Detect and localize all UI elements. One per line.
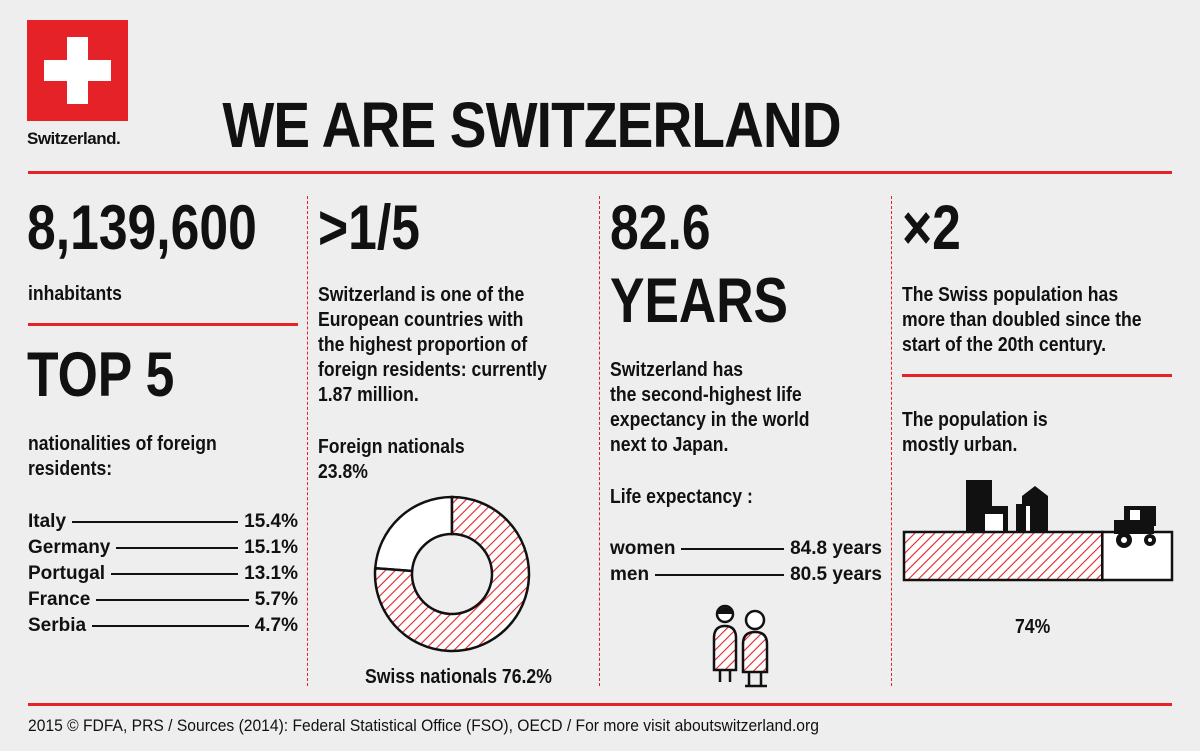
- nationality-name: Serbia: [28, 615, 87, 636]
- leader-line: [96, 599, 249, 601]
- leader-line: [92, 625, 249, 627]
- top5-caption-line: nationalities of foreign: [28, 433, 217, 455]
- swiss-nationals-label: Swiss nationals 76.2%: [365, 666, 552, 688]
- nationality-row: Germany 15.1%: [28, 535, 298, 561]
- foreign-ratio-number: >1/5: [318, 193, 420, 263]
- column-divider: [307, 196, 308, 686]
- donut-slice-foreign: [373, 495, 454, 573]
- urban-text-line: The population is: [902, 409, 1048, 431]
- logo-text: Switzerland.: [27, 129, 121, 148]
- life-row-value: 80.5 years: [790, 564, 882, 585]
- leader-line: [116, 547, 239, 549]
- column-divider: [891, 196, 892, 686]
- foreign-text-line: foreign residents: currently: [318, 359, 547, 381]
- life-expectancy-number: 82.6: [610, 193, 711, 263]
- leader-line: [72, 521, 239, 523]
- tractor-icon: [1114, 506, 1156, 548]
- population-doubled-number: ×2: [902, 193, 961, 263]
- nationality-value: 15.1%: [244, 537, 298, 558]
- footer-credits: 2015 © FDFA, PRS / Sources (2014): Feder…: [28, 716, 819, 735]
- life-text-line: the second-highest life: [610, 384, 802, 406]
- nationals-donut-chart: [373, 495, 531, 653]
- life-text-line: Switzerland has: [610, 359, 744, 381]
- population-text-line: The Swiss population has: [902, 284, 1119, 306]
- top5-heading: TOP 5: [27, 340, 175, 410]
- column-divider-horizontal: [902, 374, 1172, 377]
- footer-divider: [28, 703, 1172, 706]
- couple-icon: [712, 604, 769, 688]
- nationality-name: Italy: [28, 511, 67, 532]
- life-row-name: men: [610, 564, 650, 585]
- urban-rural-bar: [902, 480, 1174, 582]
- foreign-nationals-label: Foreign nationals: [318, 436, 465, 458]
- nationality-row: Italy 15.4%: [28, 509, 298, 535]
- nationality-name: Germany: [28, 537, 111, 558]
- column-divider-horizontal: [28, 323, 298, 326]
- nationality-row: Serbia 4.7%: [28, 613, 298, 639]
- donut-slice-swiss: [373, 495, 531, 653]
- life-row-name: women: [610, 538, 676, 559]
- foreign-text-line: European countries with: [318, 309, 524, 331]
- population-text-line: start of the 20th century.: [902, 334, 1107, 356]
- life-row-value: 84.8 years: [790, 538, 882, 559]
- population-text-line: more than doubled since the: [902, 309, 1142, 331]
- nationality-row: France 5.7%: [28, 587, 298, 613]
- leader-line: [681, 548, 785, 550]
- nationality-value: 15.4%: [244, 511, 298, 532]
- foreign-text-line: the highest proportion of: [318, 334, 528, 356]
- nationality-value: 13.1%: [244, 563, 298, 584]
- life-expectancy-label: Life expectancy :: [610, 486, 753, 508]
- column-divider: [599, 196, 600, 686]
- life-text-line: next to Japan.: [610, 434, 729, 456]
- urban-percent-label: 74%: [1015, 616, 1051, 638]
- inhabitants-number: 8,139,600: [27, 193, 257, 263]
- foreign-text-line: 1.87 million.: [318, 384, 419, 406]
- foreign-nationals-value: 23.8%: [318, 461, 368, 483]
- rural-segment: [1101, 530, 1174, 582]
- foreign-text-line: Switzerland is one of the: [318, 284, 525, 306]
- nationality-value: 5.7%: [254, 589, 298, 610]
- leader-line: [111, 573, 239, 575]
- urban-text-line: mostly urban.: [902, 434, 1018, 456]
- inhabitants-caption: inhabitants: [28, 283, 122, 305]
- life-expectancy-unit: YEARS: [610, 266, 788, 336]
- urban-segment: [902, 530, 1104, 582]
- top5-caption-line: residents:: [28, 458, 113, 480]
- life-row: women 84.8 years: [610, 536, 882, 562]
- header-divider: [28, 171, 1172, 174]
- life-text-line: expectancy in the world: [610, 409, 810, 431]
- leader-line: [655, 574, 785, 576]
- nationality-name: France: [28, 589, 91, 610]
- swiss-cross-icon-bar: [44, 60, 111, 81]
- life-row: men 80.5 years: [610, 562, 882, 588]
- nationality-value: 4.7%: [254, 615, 298, 636]
- nationality-row: Portugal 13.1%: [28, 561, 298, 587]
- page-title: WE ARE SWITZERLAND: [222, 89, 841, 161]
- nationality-name: Portugal: [28, 563, 106, 584]
